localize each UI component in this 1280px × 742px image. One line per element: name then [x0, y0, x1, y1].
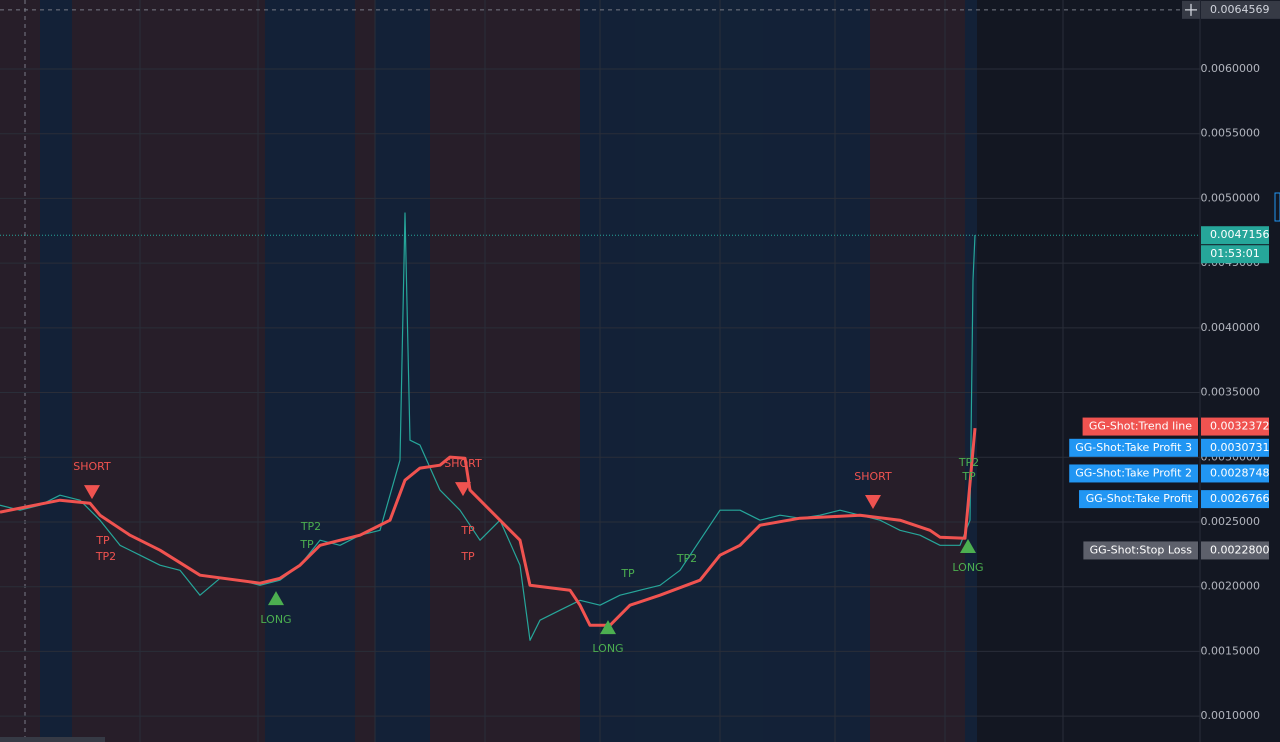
y-tick-label: 0.0010000	[1201, 709, 1261, 722]
price-label-box	[1201, 490, 1269, 509]
band	[265, 0, 355, 742]
band	[375, 0, 430, 742]
tp-label: TP	[460, 550, 475, 563]
signal-marker	[84, 485, 100, 500]
price-label-name-box	[1082, 417, 1198, 436]
price-label-name: GG-Shot:Take Profit	[1086, 492, 1193, 505]
price-axis	[1200, 0, 1280, 742]
band	[40, 0, 72, 742]
tp-label: TP	[460, 524, 475, 537]
y-tick-label: 0.0060000	[1201, 62, 1261, 75]
y-tick-label: 0.0025000	[1201, 515, 1261, 528]
y-tick-label: 0.0015000	[1201, 644, 1261, 657]
price-label-box	[1201, 438, 1269, 457]
y-tick-label: 0.0040000	[1201, 321, 1261, 334]
band	[965, 0, 977, 742]
signal-label: SHORT	[854, 470, 892, 483]
y-tick-label: 0.0055000	[1201, 127, 1261, 140]
band	[0, 0, 40, 742]
y-tick-label: 0.0020000	[1201, 580, 1261, 593]
price-label-name: GG-Shot:Take Profit 2	[1075, 466, 1192, 479]
crosshair-plus	[1185, 3, 1197, 16]
tp-label: TP	[299, 538, 314, 551]
signal-marker	[960, 539, 976, 554]
price-label-value: 0.0026766	[1210, 492, 1270, 505]
session-bands	[0, 0, 977, 742]
tp-label: TP2	[300, 520, 321, 533]
price-label-name-box	[1083, 541, 1198, 560]
signal-marker	[455, 482, 471, 497]
countdown-label: 01:53:01	[1210, 247, 1259, 260]
chart-layer: 0.0010000 0.0015000 0.0020000 0.0025000 0.00…	[0, 0, 1280, 722]
signal-marker	[865, 495, 881, 510]
countdown-box	[1201, 245, 1269, 264]
band	[430, 0, 580, 742]
price-label-name-box	[1069, 464, 1198, 483]
tp-label: TP	[95, 534, 110, 547]
band	[72, 0, 265, 742]
price-label-box	[1201, 464, 1269, 483]
signal-label: LONG	[260, 613, 291, 626]
price-label-value: 0.0032372	[1210, 420, 1270, 433]
price-label-name: GG-Shot:Stop Loss	[1090, 543, 1193, 556]
price-label-name: GG-Shot:Trend line	[1089, 420, 1192, 433]
band	[355, 0, 375, 742]
price-label-name-box	[1069, 438, 1198, 457]
signal-label: LONG	[952, 561, 983, 574]
crosshair-label: 0.0064569	[1210, 3, 1270, 16]
tp-label: TP2	[95, 550, 116, 563]
signal-label: LONG	[592, 642, 623, 655]
price-label-name-box	[1079, 490, 1198, 509]
crosshair-label-box	[1201, 0, 1280, 19]
band	[870, 0, 965, 742]
signal-marker	[600, 620, 616, 635]
vertical-grid	[139, 0, 1064, 742]
price-label-value: 0.0022800	[1210, 543, 1270, 556]
tp-label: TP2	[676, 552, 697, 565]
price-label-box	[1201, 417, 1269, 436]
tp-label: TP	[961, 470, 976, 483]
band	[580, 0, 870, 742]
scroll-handle[interactable]	[1274, 192, 1280, 222]
price-label-box	[1201, 541, 1269, 560]
tp-label: TP2	[958, 456, 979, 469]
price-label-name: GG-Shot:Take Profit 3	[1075, 441, 1192, 454]
signal-label: SHORT	[73, 460, 111, 473]
last-price-label: 0.0047156	[1210, 228, 1270, 241]
y-tick-label: 0.0035000	[1201, 386, 1261, 399]
scrollbar[interactable]	[0, 737, 105, 742]
y-tick-label: 0.0050000	[1201, 191, 1261, 204]
last-price-box	[1201, 226, 1269, 245]
price-label-value: 0.0030731	[1210, 441, 1270, 454]
price-label-value: 0.0028748	[1210, 466, 1270, 479]
price-line	[0, 427, 977, 627]
tp-label: TP	[620, 567, 635, 580]
signal-label: SHORT	[444, 457, 482, 470]
signal-marker	[268, 591, 284, 606]
